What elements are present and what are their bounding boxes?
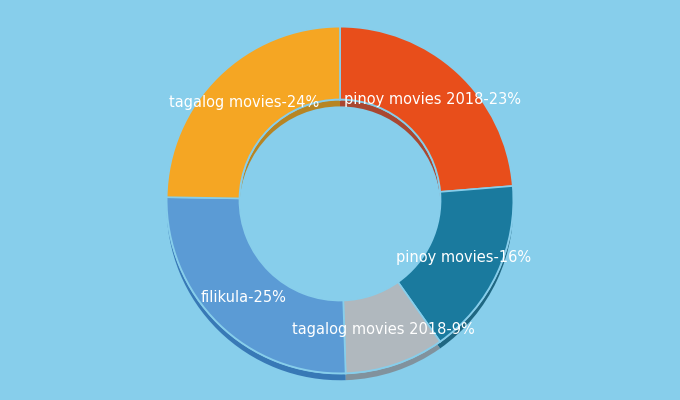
Text: tagalog movies 2018-9%: tagalog movies 2018-9% xyxy=(292,322,475,337)
Wedge shape xyxy=(343,282,440,373)
Wedge shape xyxy=(167,197,345,373)
Wedge shape xyxy=(340,27,513,192)
Wedge shape xyxy=(167,204,345,380)
Wedge shape xyxy=(398,186,513,342)
Wedge shape xyxy=(398,186,513,342)
Text: pinoy movies 2018-23%: pinoy movies 2018-23% xyxy=(344,92,522,107)
Text: tagalog movies-24%: tagalog movies-24% xyxy=(169,95,319,110)
Wedge shape xyxy=(343,282,440,373)
Wedge shape xyxy=(167,27,340,198)
Wedge shape xyxy=(343,289,440,380)
Wedge shape xyxy=(398,193,513,348)
Wedge shape xyxy=(167,27,340,198)
Wedge shape xyxy=(340,34,513,199)
Wedge shape xyxy=(167,197,345,373)
Text: pinoy movies-16%: pinoy movies-16% xyxy=(396,250,532,266)
Wedge shape xyxy=(167,34,340,205)
Wedge shape xyxy=(340,27,513,192)
Text: filikula-25%: filikula-25% xyxy=(201,290,287,305)
